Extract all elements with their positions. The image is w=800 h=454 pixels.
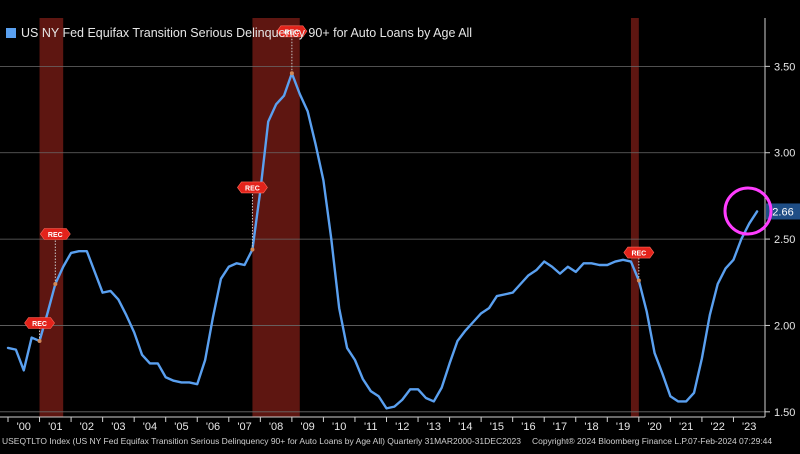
last-value-label: 2.66 <box>772 206 793 218</box>
y-tick-label: 3.50 <box>774 61 795 73</box>
recession-tag-label: REC <box>245 185 260 192</box>
x-tick-label: '23 <box>742 421 756 433</box>
x-tick-label: '12 <box>395 421 409 433</box>
highlight-circle <box>723 186 773 236</box>
x-tick-label: '09 <box>300 421 314 433</box>
x-tick-label: '22 <box>711 421 725 433</box>
x-tick-label: '06 <box>206 421 220 433</box>
footer-copyright: Copyright® 2024 Bloomberg Finance L.P. <box>532 436 689 446</box>
x-tick-label: '18 <box>584 421 598 433</box>
recession-tag <box>623 246 655 259</box>
x-tick-label: '05 <box>174 421 188 433</box>
recession-tag <box>39 228 71 240</box>
x-tick-label: '00 <box>17 421 31 433</box>
footer-timestamp: 07-Feb-2024 07:29:44 <box>688 436 773 446</box>
recession-tag <box>24 317 55 329</box>
recession-point <box>53 282 58 286</box>
recession-tag-label: REC <box>284 29 299 36</box>
x-tick-label: '20 <box>647 421 661 433</box>
recession-point <box>636 278 641 283</box>
legend-label: US NY Fed Equifax Transition Serious Del… <box>21 26 473 40</box>
x-tick-label: '02 <box>80 421 94 433</box>
recession-tag-label: REC <box>32 321 47 328</box>
footer-ticker: USEQTLTO Index (US NY Fed Equifax Transi… <box>2 436 522 446</box>
y-tick-label: 3.00 <box>774 148 795 160</box>
recession-tag-label: REC <box>48 232 63 239</box>
legend-swatch <box>6 28 16 38</box>
x-tick-label: '03 <box>111 421 125 433</box>
recession-point <box>250 247 255 252</box>
y-tick-label: 1.50 <box>774 407 795 419</box>
x-tick-label: '07 <box>237 421 251 433</box>
last-value-box <box>766 203 800 220</box>
x-tick-label: '16 <box>521 421 535 433</box>
recession-band <box>252 18 300 417</box>
x-tick-label: '08 <box>269 421 283 433</box>
recession-point <box>289 71 294 76</box>
x-tick-label: '10 <box>332 421 346 433</box>
x-tick-label: '15 <box>490 421 504 433</box>
x-tick-label: '01 <box>48 421 62 433</box>
y-tick-label: 2.00 <box>774 320 795 332</box>
x-tick-label: '17 <box>553 421 567 433</box>
recession-band <box>39 18 64 417</box>
recession-tag <box>276 25 308 38</box>
x-tick-label: '04 <box>143 421 157 433</box>
x-tick-label: '21 <box>679 421 693 433</box>
recession-band <box>630 18 639 417</box>
x-tick-label: '11 <box>364 421 378 433</box>
x-tick-label: '14 <box>458 421 472 433</box>
recession-tag <box>237 181 268 194</box>
recession-point <box>37 339 42 343</box>
y-tick-label: 2.50 <box>774 234 795 246</box>
x-tick-label: '13 <box>427 421 441 433</box>
recession-tag-label: REC <box>631 251 646 258</box>
series-line <box>6 72 759 410</box>
x-tick-label: '19 <box>616 421 630 433</box>
legend: US NY Fed Equifax Transition Serious Del… <box>6 26 472 40</box>
